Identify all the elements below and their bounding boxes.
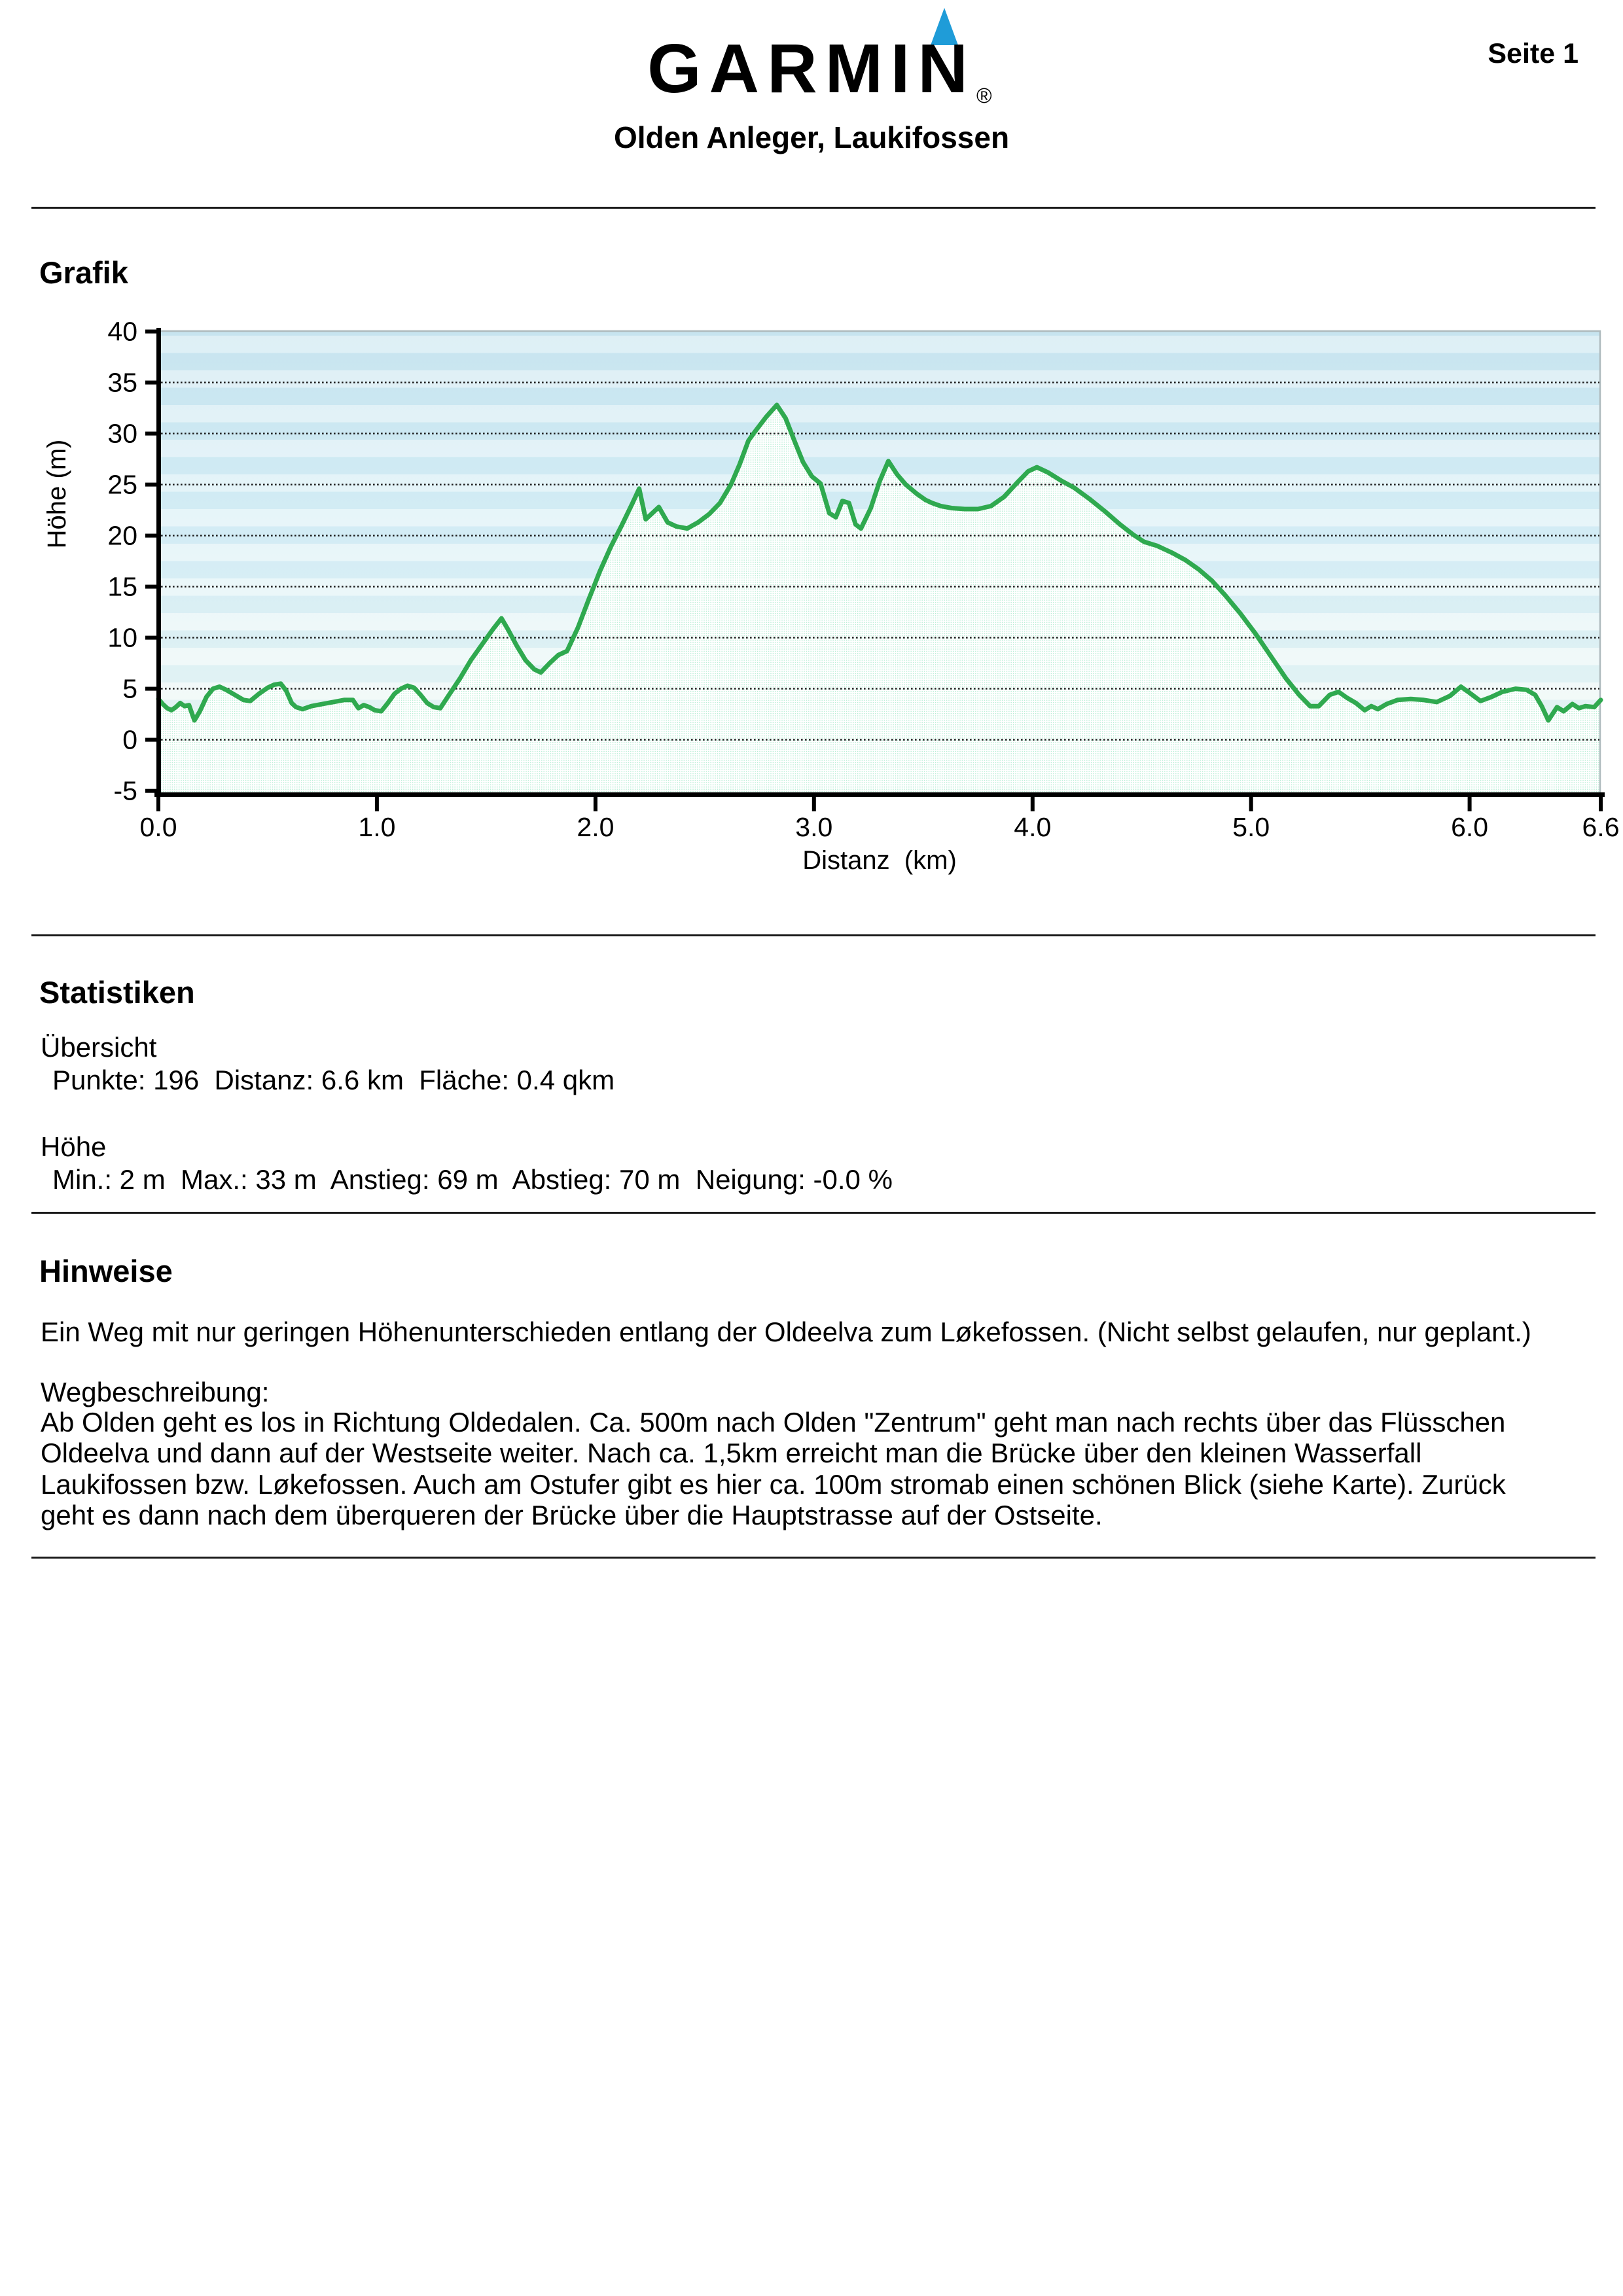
document-title: Olden Anleger, Laukifossen [613, 120, 1010, 154]
stats-values-line: Min.: 2 m Max.: 33 m Anstieg: 69 m Absti… [52, 1164, 893, 1195]
y-tick-label: 0 [122, 725, 137, 755]
y-tick [145, 431, 157, 436]
elevation-area-fill [158, 404, 1601, 792]
garmin-delta-icon [931, 8, 958, 45]
stats-group-title: Höhe [41, 1131, 107, 1162]
y-tick [145, 329, 157, 334]
y-tick [145, 788, 157, 793]
y-tick [145, 686, 157, 691]
plot-border [161, 330, 1601, 792]
stats-group: Übersicht Punkte: 196 Distanz: 6.6 km Flä… [41, 1031, 893, 1097]
stats-values-line: Punkte: 196 Distanz: 6.6 km Fläche: 0.4 … [52, 1065, 615, 1095]
y-axis-title: Höhe (m) [43, 440, 71, 549]
elevation-chart-svg: -5 0 5 10 15 20 25 30 35 40 0.0 1.0 2.0 3.0 4.0 5.0 6.0 6… [43, 317, 1620, 875]
y-tick-label: 40 [107, 317, 137, 347]
x-tick [593, 797, 597, 811]
x-axis-title: Distanz (km) [802, 846, 957, 875]
x-tick [1599, 797, 1603, 811]
horizontal-rule [31, 1212, 1596, 1214]
y-tick [145, 533, 157, 538]
y-tick [145, 380, 157, 385]
horizontal-rule [31, 934, 1596, 936]
x-tick-label: 5.0 [1232, 812, 1270, 842]
hinweise-intro-text: Ein Weg mit nur geringen Höhenunterschie… [41, 1316, 1531, 1347]
elevation-chart: -5 0 5 10 15 20 25 30 35 40 0.0 1.0 2.0 3.0 4.0 5.0 6.0 6… [0, 301, 1623, 890]
section-heading-statistiken: Statistiken [39, 975, 195, 1010]
y-tick-label: 20 [107, 521, 137, 551]
x-tick-label: 6.6 [1582, 812, 1620, 842]
x-tick [812, 797, 816, 811]
hinweise-text-line: Oldeelva und dann auf der Westseite weit… [41, 1438, 1422, 1469]
x-tick-label: 4.0 [1014, 812, 1051, 842]
hinweise-subtitle: Wegbeschreibung: [41, 1377, 270, 1407]
y-tick-label: -5 [114, 776, 137, 806]
x-tick [1249, 797, 1253, 811]
x-tick [374, 797, 379, 811]
x-tick-label: 2.0 [577, 812, 614, 842]
registered-trademark-symbol: ® [976, 84, 992, 107]
elevation-curve [156, 402, 1603, 723]
statistics-groups: Übersicht Punkte: 196 Distanz: 6.6 km Flä… [41, 1031, 893, 1196]
garmin-logo: GARMIN [647, 30, 976, 107]
hinweise-body-text: Ab Olden geht es los in Richtung Oldedal… [41, 1407, 1506, 1531]
hinweise-text-line: Ab Olden geht es los in Richtung Oldedal… [41, 1407, 1506, 1438]
x-tick [1030, 797, 1035, 811]
horizontal-rule [31, 207, 1596, 209]
y-tick [145, 482, 157, 487]
x-tick [1467, 797, 1472, 811]
stats-group: Höhe Min.: 2 m Max.: 33 m Anstieg: 69 m A… [41, 1131, 893, 1196]
horizontal-rule [31, 1557, 1596, 1559]
stats-group-title: Übersicht [41, 1032, 157, 1063]
x-tick-label: 0.0 [140, 812, 177, 842]
y-axis [156, 328, 161, 797]
hinweise-text-line: geht es dann nach dem überqueren der Brü… [41, 1500, 1103, 1531]
page-number: Seite 1 [1488, 38, 1578, 69]
y-tick-label: 5 [122, 674, 137, 704]
y-tick-label: 10 [107, 623, 137, 653]
section-heading-hinweise: Hinweise [39, 1254, 173, 1288]
x-tick-label: 6.0 [1451, 812, 1488, 842]
x-tick-label: 3.0 [795, 812, 832, 842]
y-tick [145, 584, 157, 589]
y-tick-label: 35 [107, 368, 137, 398]
x-tick [156, 797, 160, 811]
y-tick-label: 25 [107, 470, 137, 500]
x-axis [154, 792, 1605, 797]
x-tick-label: 1.0 [358, 812, 395, 842]
hinweise-text-line: Laukifossen bzw. Løkefossen. Auch am Ost… [41, 1468, 1506, 1500]
y-tick-label: 15 [107, 572, 137, 602]
y-tick-label: 30 [107, 419, 137, 449]
section-heading-grafik: Grafik [39, 255, 128, 290]
y-tick [145, 635, 157, 640]
y-tick [145, 737, 157, 742]
